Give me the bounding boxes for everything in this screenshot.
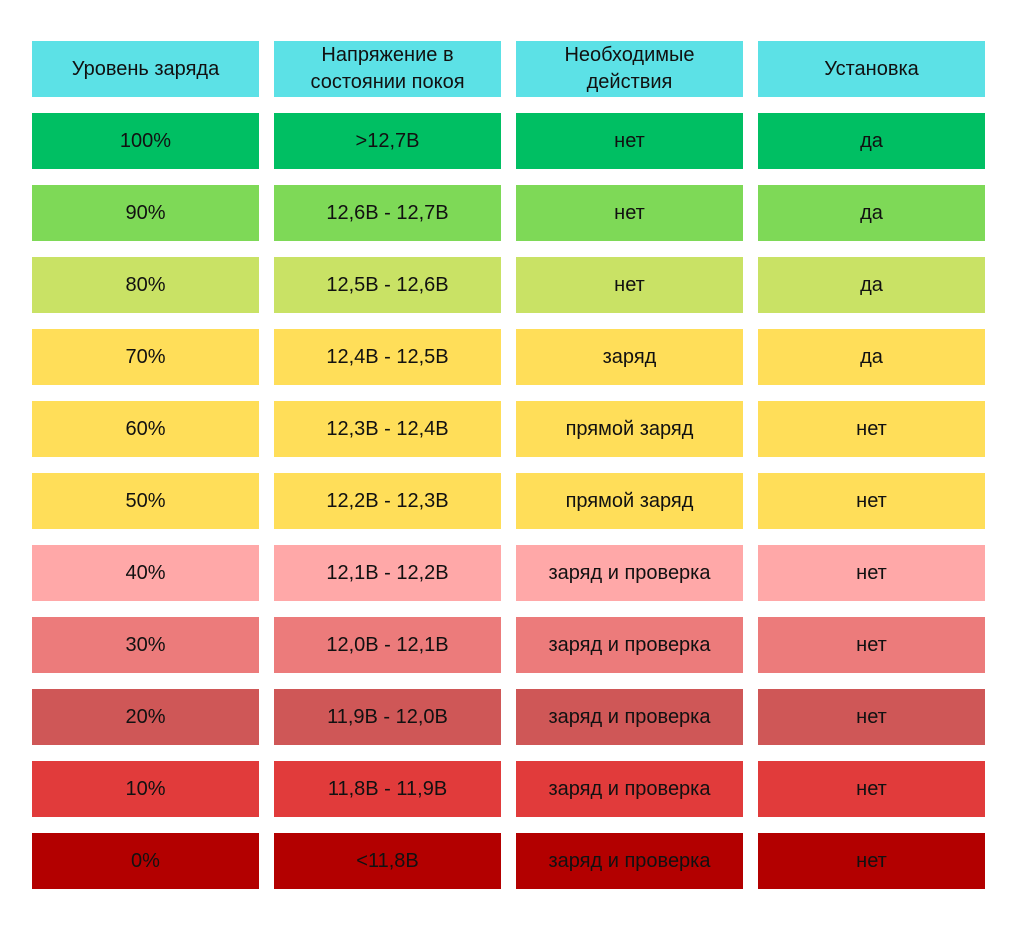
table-row: 80% 12,5В - 12,6В нет да — [32, 257, 985, 313]
charge-level-cell: 70% — [32, 329, 259, 385]
table-row: 60% 12,3В - 12,4В прямой заряд нет — [32, 401, 985, 457]
column-header-rest-voltage: Напряжение в состоянии покоя — [274, 41, 501, 97]
installation-cell: нет — [758, 545, 985, 601]
installation-cell: нет — [758, 833, 985, 889]
required-action-cell: заряд и проверка — [516, 761, 743, 817]
column-header-installation: Установка — [758, 41, 985, 97]
charge-level-cell: 60% — [32, 401, 259, 457]
charge-level-cell: 40% — [32, 545, 259, 601]
rest-voltage-cell: 12,0В - 12,1В — [274, 617, 501, 673]
battery-charge-table: Уровень заряда Напряжение в состоянии по… — [32, 41, 985, 905]
rest-voltage-cell: <11,8В — [274, 833, 501, 889]
required-action-cell: нет — [516, 113, 743, 169]
rest-voltage-cell: 12,4В - 12,5В — [274, 329, 501, 385]
installation-cell: да — [758, 185, 985, 241]
rest-voltage-cell: 12,3В - 12,4В — [274, 401, 501, 457]
installation-cell: нет — [758, 473, 985, 529]
table-body: 100% >12,7В нет да 90% 12,6В - 12,7В нет да 80% 1… — [32, 113, 985, 889]
charge-level-cell: 50% — [32, 473, 259, 529]
required-action-cell: нет — [516, 257, 743, 313]
rest-voltage-cell: 12,1В - 12,2В — [274, 545, 501, 601]
charge-level-cell: 20% — [32, 689, 259, 745]
installation-cell: нет — [758, 617, 985, 673]
charge-level-cell: 30% — [32, 617, 259, 673]
table-row: 50% 12,2В - 12,3В прямой заряд нет — [32, 473, 985, 529]
installation-cell: нет — [758, 689, 985, 745]
installation-cell: нет — [758, 401, 985, 457]
table-row: 10% 11,8В - 11,9В заряд и проверка нет — [32, 761, 985, 817]
required-action-cell: заряд и проверка — [516, 689, 743, 745]
table-row: 90% 12,6В - 12,7В нет да — [32, 185, 985, 241]
column-header-charge-level: Уровень заряда — [32, 41, 259, 97]
table-row: 0% <11,8В заряд и проверка нет — [32, 833, 985, 889]
charge-level-cell: 0% — [32, 833, 259, 889]
installation-cell: да — [758, 113, 985, 169]
required-action-cell: прямой заряд — [516, 473, 743, 529]
rest-voltage-cell: 11,8В - 11,9В — [274, 761, 501, 817]
table-header-row: Уровень заряда Напряжение в состоянии по… — [32, 41, 985, 97]
required-action-cell: заряд — [516, 329, 743, 385]
rest-voltage-cell: 11,9В - 12,0В — [274, 689, 501, 745]
required-action-cell: заряд и проверка — [516, 833, 743, 889]
charge-level-cell: 90% — [32, 185, 259, 241]
required-action-cell: заряд и проверка — [516, 545, 743, 601]
required-action-cell: заряд и проверка — [516, 617, 743, 673]
installation-cell: да — [758, 329, 985, 385]
table-row: 20% 11,9В - 12,0В заряд и проверка нет — [32, 689, 985, 745]
installation-cell: да — [758, 257, 985, 313]
rest-voltage-cell: >12,7В — [274, 113, 501, 169]
required-action-cell: нет — [516, 185, 743, 241]
charge-level-cell: 100% — [32, 113, 259, 169]
table-row: 40% 12,1В - 12,2В заряд и проверка нет — [32, 545, 985, 601]
required-action-cell: прямой заряд — [516, 401, 743, 457]
rest-voltage-cell: 12,5В - 12,6В — [274, 257, 501, 313]
charge-level-cell: 10% — [32, 761, 259, 817]
column-header-required-actions: Необходимые действия — [516, 41, 743, 97]
charge-level-cell: 80% — [32, 257, 259, 313]
rest-voltage-cell: 12,6В - 12,7В — [274, 185, 501, 241]
table-row: 100% >12,7В нет да — [32, 113, 985, 169]
table-row: 70% 12,4В - 12,5В заряд да — [32, 329, 985, 385]
installation-cell: нет — [758, 761, 985, 817]
table-row: 30% 12,0В - 12,1В заряд и проверка нет — [32, 617, 985, 673]
rest-voltage-cell: 12,2В - 12,3В — [274, 473, 501, 529]
